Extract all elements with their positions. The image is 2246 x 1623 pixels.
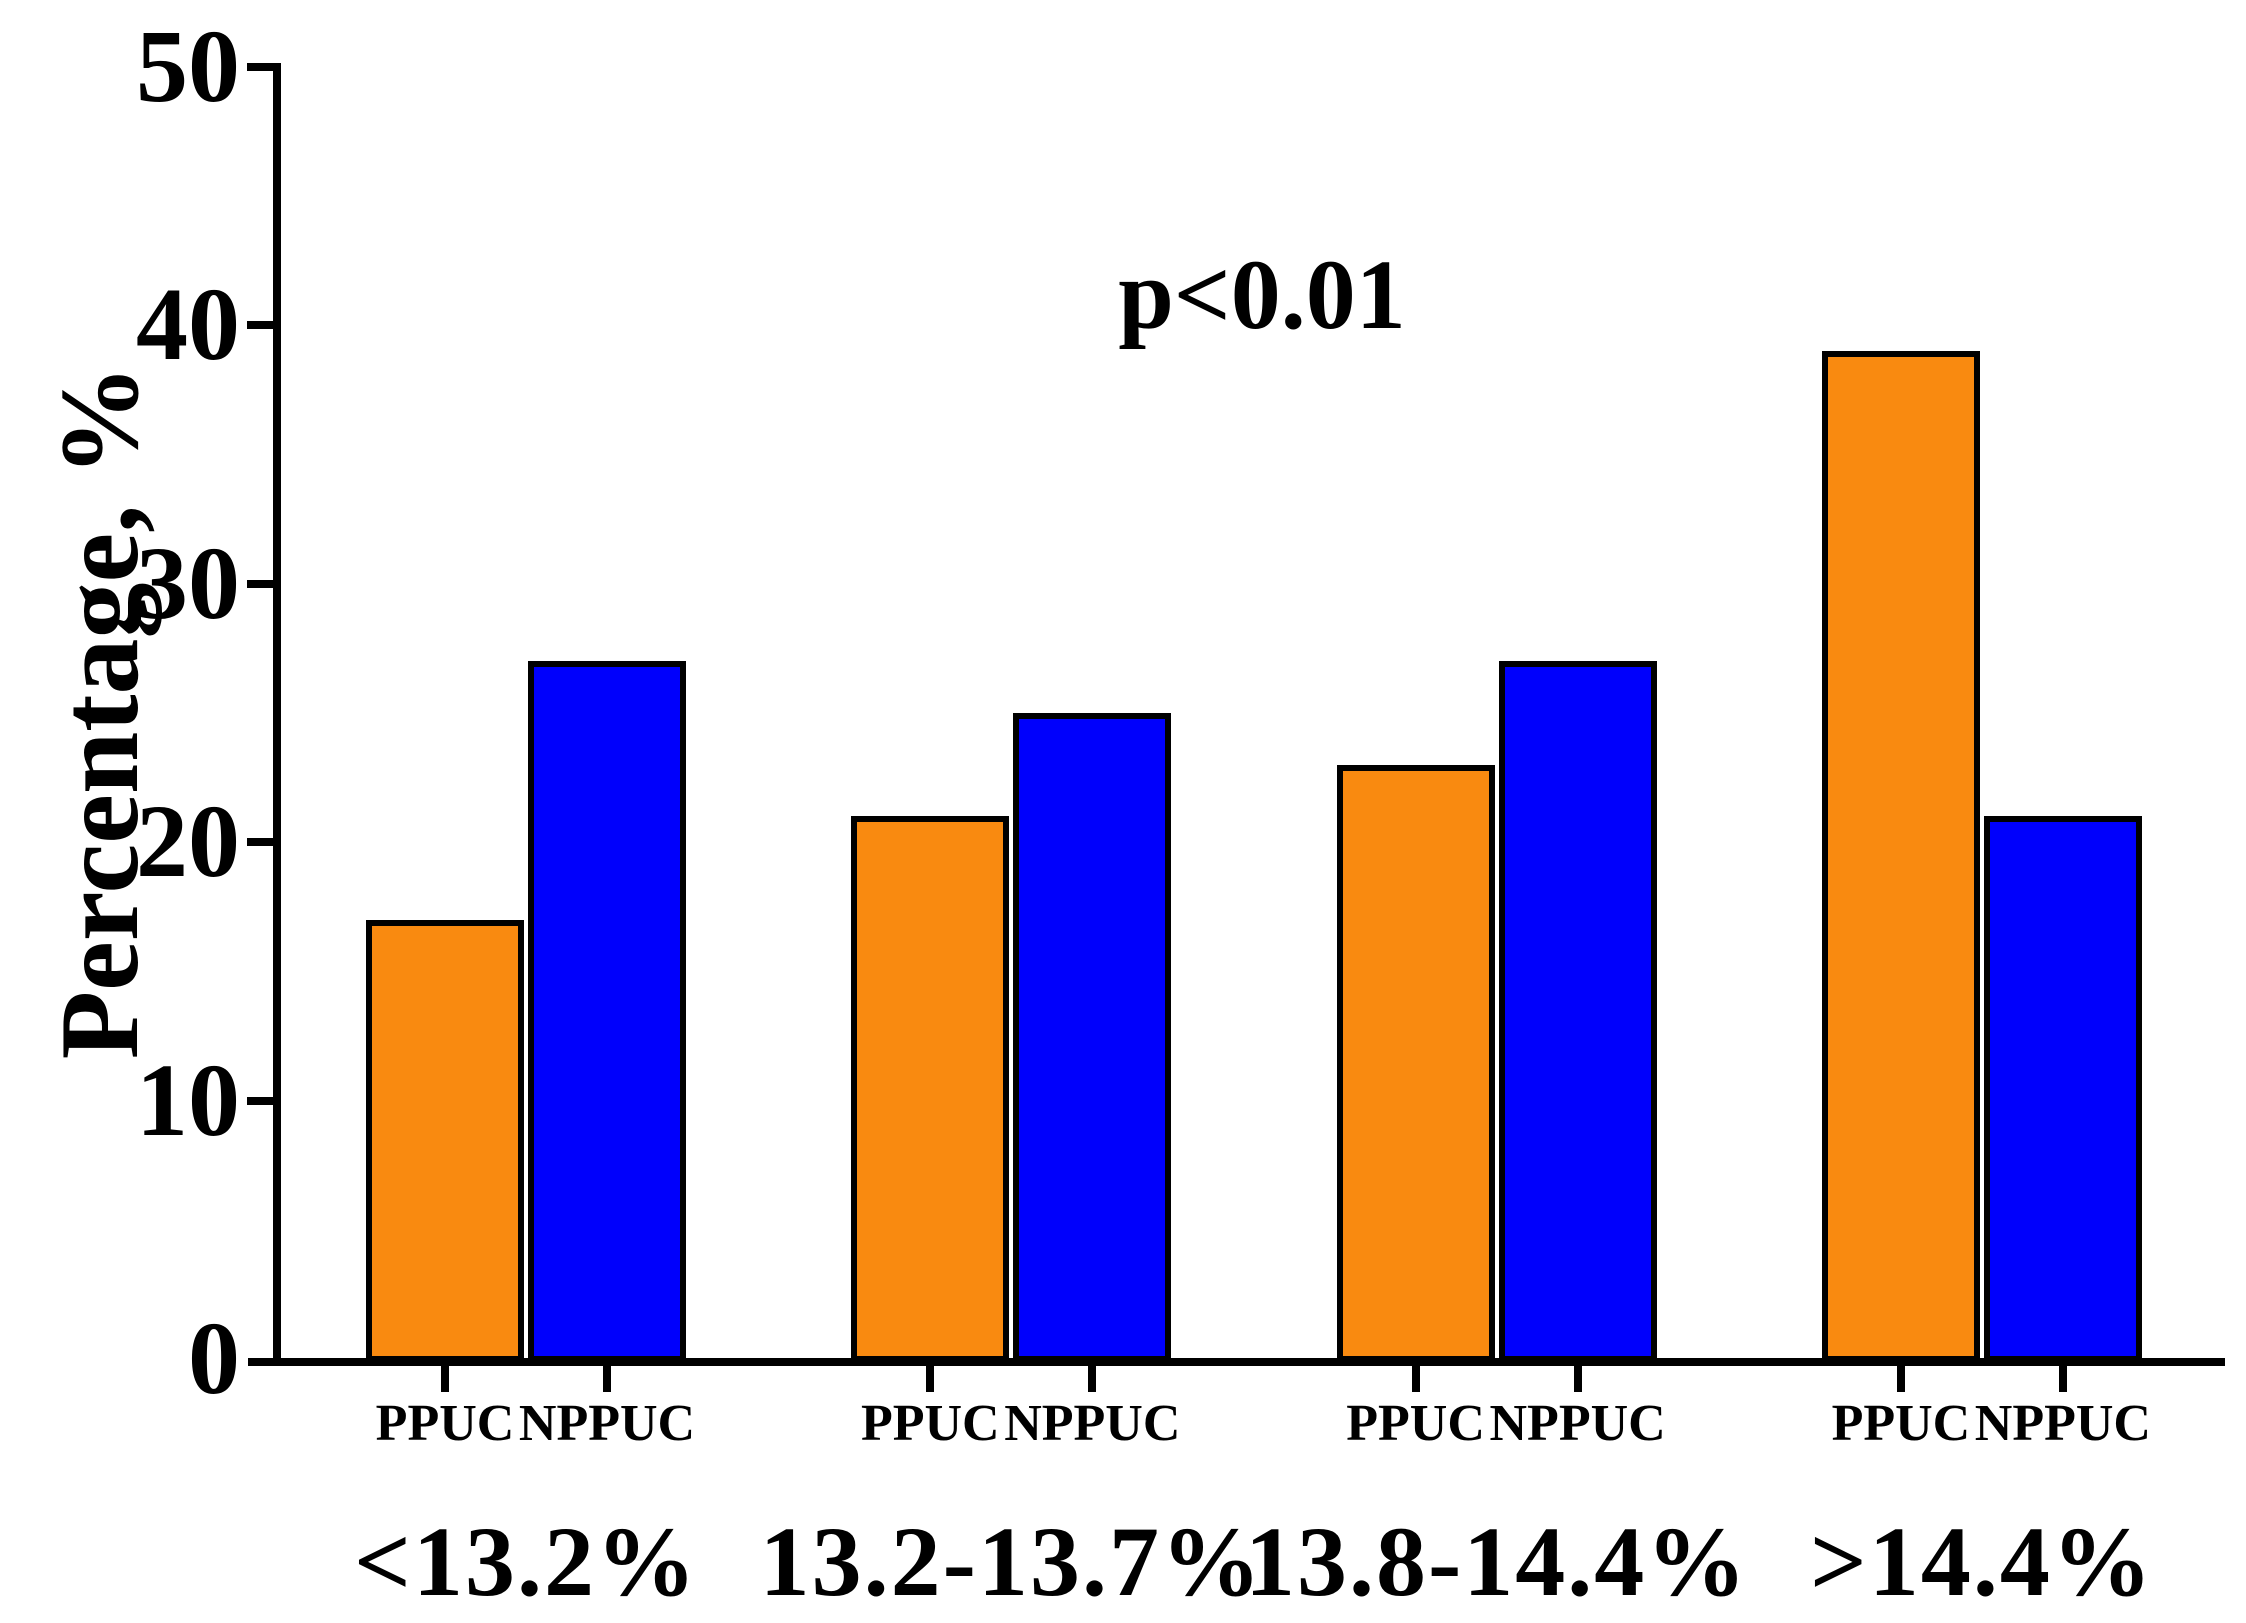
x-axis-line	[248, 1358, 2225, 1366]
x-axis-bar-tick	[2058, 1362, 2067, 1392]
y-tick-label: 40	[136, 267, 240, 383]
bar-nppuc-group-1	[528, 661, 686, 1362]
bar-sublabel-nppuc: NPPUC	[518, 1395, 696, 1452]
p-value-annotation: p<0.01	[1118, 239, 1406, 350]
x-axis-bar-tick	[1896, 1362, 1905, 1392]
y-axis-tick	[247, 1096, 277, 1105]
bar-sublabel-ppuc: PPUC	[860, 1395, 1000, 1452]
x-axis-bar-tick	[1411, 1362, 1420, 1392]
y-tick-label: 50	[136, 9, 240, 124]
y-axis-tick	[247, 321, 277, 330]
x-axis-bar-tick	[926, 1362, 935, 1392]
x-axis-bar-tick	[1573, 1362, 1582, 1392]
bar-sublabel-nppuc: NPPUC	[1004, 1395, 1181, 1452]
y-tick-label: 10	[136, 1042, 240, 1158]
y-axis-tick	[247, 579, 277, 588]
category-label: <13.2%	[354, 1506, 698, 1617]
y-tick-label: 20	[136, 784, 240, 900]
bar-sublabel-ppuc: PPUC	[1831, 1395, 1971, 1452]
y-axis-tick	[247, 838, 277, 847]
y-axis-line	[273, 63, 281, 1366]
category-label: 13.2-13.7%	[759, 1506, 1263, 1617]
category-label: 13.8-14.4%	[1244, 1506, 1749, 1617]
x-axis-bar-tick	[1088, 1362, 1097, 1392]
bar-sublabel-nppuc: NPPUC	[1489, 1395, 1666, 1452]
x-axis-bar-tick	[441, 1362, 449, 1392]
bar-ppuc-group-4	[1821, 351, 1980, 1362]
bar-sublabel-ppuc: PPUC	[375, 1395, 515, 1452]
bar-ppuc-group-3	[1336, 764, 1495, 1362]
category-label: >14.4%	[1809, 1506, 2154, 1617]
x-axis-bar-tick	[603, 1362, 611, 1392]
bar-ppuc-group-2	[851, 816, 1010, 1362]
y-tick-label: 30	[136, 525, 240, 641]
bar-nppuc-group-2	[1013, 713, 1172, 1362]
bar-ppuc-group-1	[366, 919, 524, 1362]
bar-sublabel-ppuc: PPUC	[1346, 1395, 1485, 1452]
y-tick-label: 0	[188, 1301, 240, 1416]
bar-nppuc-group-3	[1498, 661, 1657, 1362]
bar-nppuc-group-4	[1983, 816, 2142, 1362]
y-axis-tick	[247, 63, 277, 71]
bar-sublabel-nppuc: NPPUC	[1974, 1395, 2151, 1452]
